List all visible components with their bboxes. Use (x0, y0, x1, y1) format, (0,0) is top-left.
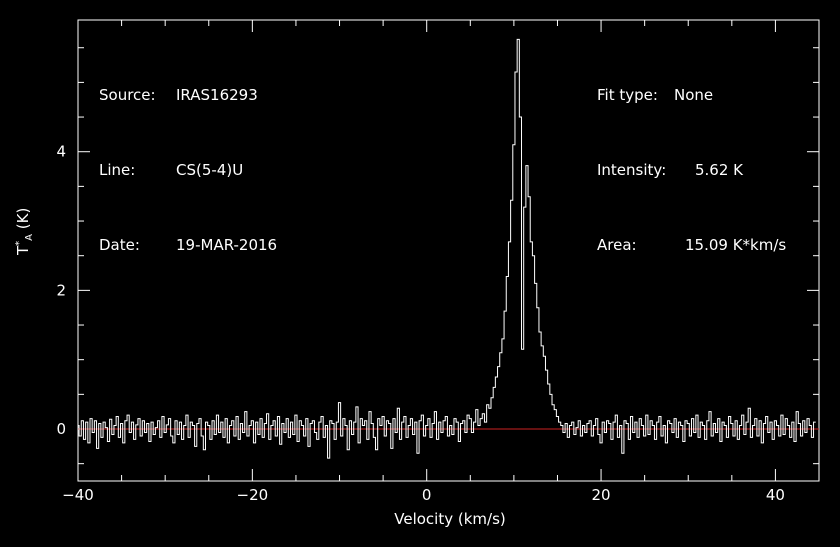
intensity-label: Intensity: (597, 161, 667, 179)
y-tick-label: 4 (56, 143, 66, 161)
area-value: 15.09 K*km/s (685, 236, 787, 254)
intensity-value: 5.62 K (695, 161, 744, 179)
source-label: Source: (99, 86, 156, 104)
date-value: 19-MAR-2016 (176, 236, 278, 254)
line-value: CS(5-4)U (176, 161, 244, 179)
y-axis-label-sup: * (14, 240, 25, 246)
axis-tick-labels: −40 −20 0 20 40 0 2 4 (56, 143, 785, 504)
y-axis-label: T*A (K) (14, 208, 35, 255)
x-tick-label: 0 (422, 486, 432, 504)
header-left: Source: IRAS16293 Line: CS(5-4)U Date: 19-M… (99, 33, 277, 283)
line-label: Line: (99, 161, 136, 179)
y-axis-label-unit: (K) (14, 207, 32, 230)
area-label: Area: (597, 236, 637, 254)
y-tick-label: 0 (56, 420, 66, 438)
plot-frame (77, 19, 820, 482)
axis-ticks (77, 20, 820, 481)
x-axis-label: Velocity (km/s) (394, 510, 506, 528)
date-label: Date: (99, 236, 140, 254)
y-tick-label: 2 (56, 281, 66, 299)
x-tick-label: −20 (237, 486, 269, 504)
fit-type-label: Fit type: (597, 86, 658, 104)
spectrum-line (78, 38, 816, 459)
y-axis-label-sub: A (24, 233, 35, 241)
x-tick-label: 40 (766, 486, 785, 504)
x-tick-label: −40 (62, 486, 94, 504)
y-axis-label-main: T (14, 245, 32, 255)
fit-type-value: None (674, 86, 714, 104)
header-right: Fit type: None Intensity: 5.62 K Area: 15.0… (597, 33, 786, 283)
x-tick-label: 20 (592, 486, 611, 504)
source-value: IRAS16293 (176, 86, 258, 104)
